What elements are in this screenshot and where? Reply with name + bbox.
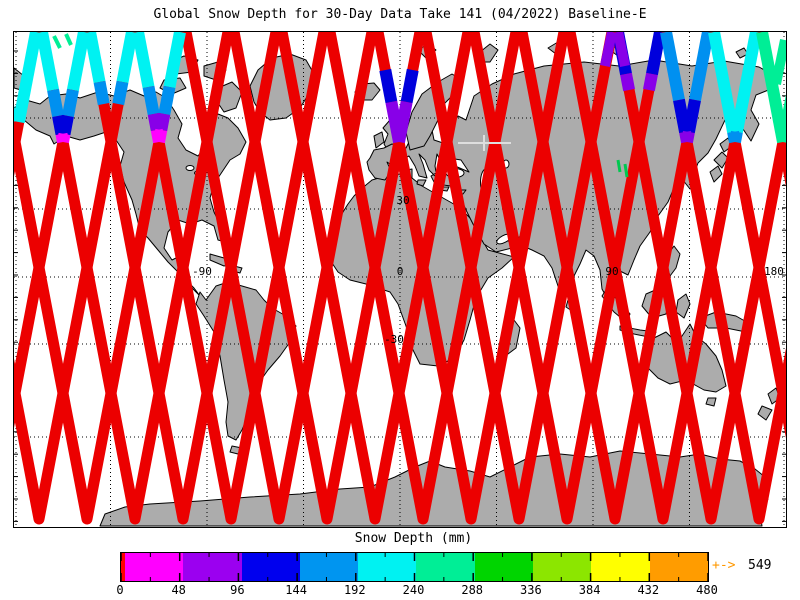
lon-label-90w: -90	[192, 265, 212, 278]
lat-label-30n: 30	[396, 194, 409, 207]
colorbar-tick-label-480: 480	[696, 583, 718, 597]
lake-great-1	[185, 165, 195, 171]
colorbar-cell-1	[183, 553, 242, 581]
plot-title: Global Snow Depth for 30-Day Data Take 1…	[153, 7, 647, 22]
island-japan-kyushu	[709, 165, 723, 183]
colorbar-tick-label-144: 144	[285, 583, 307, 597]
map-svg: 30 -30 -90 0 90 180	[14, 32, 786, 527]
colorbar-cell-5	[416, 553, 475, 581]
world-map: 30 -30 -90 0 90 180	[13, 31, 787, 528]
overflow-arrow: +->	[712, 558, 736, 573]
island-nz-south	[757, 405, 773, 421]
colorbar-tick-label-432: 432	[637, 583, 660, 597]
overflow-value: 549	[748, 558, 772, 573]
colorbar-underflow-strip	[121, 553, 125, 581]
colorbar	[120, 552, 709, 582]
colorbar-tick-label-0: 0	[116, 583, 124, 597]
satellite-tracks-snow-colored	[14, 32, 786, 178]
lon-label-0: 0	[397, 265, 404, 278]
colorbar-tick-label-288: 288	[461, 583, 484, 597]
colorbar-title: Snow Depth (mm)	[354, 531, 473, 546]
colorbar-tick-label-48: 48	[171, 583, 186, 597]
colorbar-cell-2	[241, 553, 300, 581]
island-sulawesi	[675, 293, 691, 319]
colorbar-tick-label-384: 384	[578, 583, 601, 597]
colorbar-cell-8	[591, 553, 650, 581]
colorbar-cell-0	[125, 553, 184, 581]
lon-label-180: 180	[764, 265, 784, 278]
island-sicily	[416, 179, 427, 187]
colorbar-cell-6	[474, 553, 534, 581]
colorbar-cell-9	[649, 553, 708, 581]
lon-label-90e: 90	[605, 265, 618, 278]
island-ireland	[373, 131, 385, 149]
colorbar-tick-label-336: 336	[520, 583, 542, 597]
colorbar-cell-4	[358, 553, 417, 581]
colorbar-cells	[121, 553, 708, 581]
crosshair-marker	[458, 135, 511, 151]
grid-labels-layer: 30 -30 -90 0 90 180	[192, 194, 784, 346]
colorbar-tick-label-192: 192	[343, 583, 366, 597]
colorbar-tick-label-96: 96	[230, 583, 245, 597]
colorbar-cell-3	[299, 553, 359, 581]
colorbar-tick-labels: 0 48 96 144 192 240 288 336 384 432 480	[0, 583, 800, 599]
colorbar-tick-label-240: 240	[402, 583, 425, 597]
colorbar-cell-7	[533, 553, 592, 581]
lat-label-30s: -30	[384, 333, 404, 346]
island-tasmania	[705, 397, 717, 407]
